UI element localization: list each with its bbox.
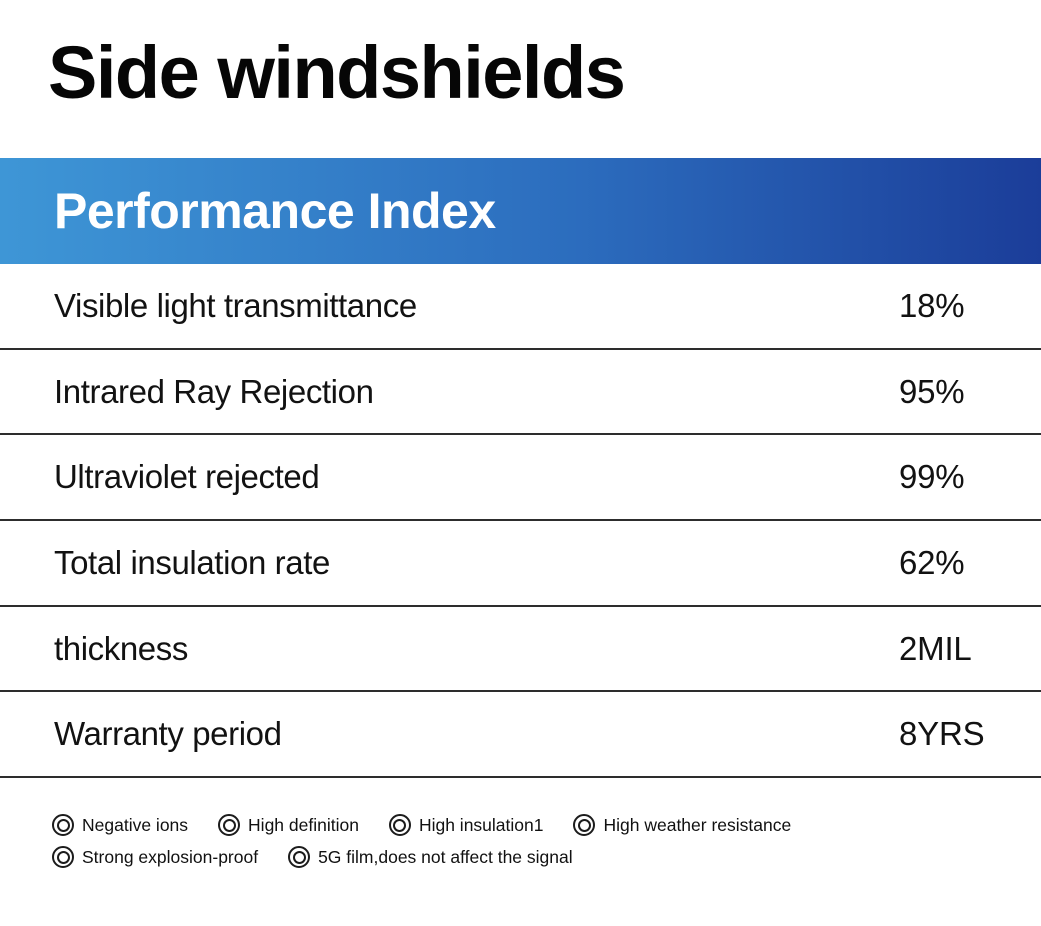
table-row: thickness 2MIL [0, 607, 1041, 693]
table-row: Visible light transmittance 18% [0, 264, 1041, 350]
table-row: Total insulation rate 62% [0, 521, 1041, 607]
row-label: Total insulation rate [54, 543, 330, 581]
table-row: Warranty period 8YRS [0, 692, 1041, 779]
row-value: 62% [899, 543, 965, 581]
row-label: Ultraviolet rejected [54, 458, 320, 496]
row-value: 8YRS [899, 715, 985, 753]
performance-header: Performance Index [0, 158, 1041, 264]
feature-item: High weather resistance [573, 814, 792, 837]
feature-item: 5G film,does not affect the signal [288, 846, 573, 869]
table-row: Intrared Ray Rejection 95% [0, 350, 1041, 436]
feature-label: High insulation1 [418, 814, 544, 835]
performance-header-title: Performance Index [54, 183, 496, 239]
row-label: thickness [54, 629, 188, 667]
double-circle-icon [573, 814, 596, 837]
spec-table: Visible light transmittance 18% Intrared… [0, 264, 1041, 779]
double-circle-icon [388, 814, 411, 837]
page-title: Side windshields [48, 31, 626, 114]
table-row: Ultraviolet rejected 99% [0, 435, 1041, 522]
double-circle-icon [52, 846, 74, 869]
double-circle-icon [218, 814, 241, 837]
feature-item: Strong explosion-proof [52, 846, 259, 869]
feature-label: High weather resistance [603, 814, 792, 835]
row-value: 95% [899, 372, 965, 410]
row-value: 18% [899, 286, 965, 324]
row-value: 2MIL [899, 629, 972, 667]
row-value: 99% [899, 458, 965, 496]
feature-item: High definition [218, 814, 359, 837]
row-label: Warranty period [54, 715, 282, 753]
row-label: Intrared Ray Rejection [54, 372, 374, 410]
row-label: Visible light transmittance [54, 286, 417, 324]
feature-label: High definition [248, 814, 359, 835]
feature-item: Negative ions [52, 814, 189, 837]
feature-item: High insulation1 [388, 814, 544, 837]
features-list: Negative ions High definition High insul… [0, 778, 952, 869]
double-circle-icon [288, 846, 311, 869]
feature-label: 5G film,does not affect the signal [318, 846, 573, 867]
feature-label: Negative ions [82, 814, 189, 835]
double-circle-icon [52, 814, 74, 837]
feature-label: Strong explosion-proof [82, 846, 259, 867]
page: Side windshields Performance Index Visib… [0, 30, 1041, 926]
